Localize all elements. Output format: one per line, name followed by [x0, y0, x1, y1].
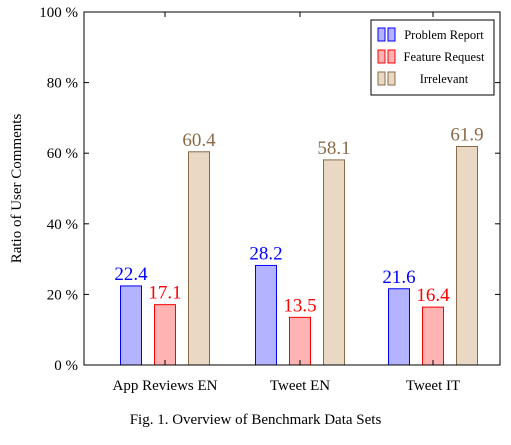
data-label: 28.2	[249, 243, 282, 264]
y-tick-label: 20 %	[47, 287, 78, 303]
bar-problem-report-0	[120, 285, 142, 366]
bar-problem-report-2	[388, 288, 410, 366]
axes-layer: 0 % 20 % 40 % 60 % 80 % 100 % App Reviews EN Tw…	[9, 5, 501, 394]
plot-frame	[83, 11, 501, 366]
bar-feature-request-0	[154, 304, 176, 366]
x-tick-label: Tweet EN	[270, 378, 330, 394]
legend-swatch	[377, 27, 386, 42]
bar-irrelevant-0	[188, 151, 210, 366]
legend-entry: Problem Report	[404, 28, 484, 42]
bar-feature-request-1	[289, 316, 311, 366]
legend-swatch	[387, 27, 396, 42]
y-tick-label: 60 %	[47, 146, 78, 162]
y-tick-label: 100 %	[39, 5, 78, 21]
data-label: 17.1	[148, 283, 181, 304]
legend-swatch	[387, 71, 396, 86]
bars-layer	[120, 145, 478, 366]
data-label: 21.6	[382, 267, 415, 288]
bar-irrelevant-2	[456, 145, 478, 366]
figure-caption: Fig. 1. Overview of Benchmark Data Sets	[129, 412, 382, 428]
bar-feature-request-2	[422, 306, 444, 366]
y-tick-label: 0 %	[54, 358, 78, 374]
y-tick-label: 40 %	[47, 217, 78, 233]
data-label: 60.4	[182, 130, 216, 151]
legend-swatch	[387, 49, 396, 64]
legend: Problem Report Feature Request Irrelevant	[370, 19, 495, 96]
y-axis-label: Ratio of User Comments	[9, 114, 25, 264]
data-label: 58.1	[317, 138, 350, 159]
x-tick-label: Tweet IT	[406, 378, 460, 394]
data-label: 16.4	[416, 285, 450, 306]
legend-entry: Irrelevant	[420, 72, 469, 86]
legend-entry: Feature Request	[404, 50, 485, 64]
data-labels-layer: 22.4 28.2 21.6 17.1 13.5 16.4 60.4 58.1 61.9	[114, 124, 483, 316]
x-tick-label: App Reviews EN	[113, 378, 218, 394]
data-label: 13.5	[283, 295, 316, 316]
data-label: 22.4	[114, 264, 148, 285]
legend-swatch	[377, 71, 386, 86]
y-tick-label: 80 %	[47, 76, 78, 92]
legend-swatch	[377, 49, 386, 64]
bar-problem-report-1	[255, 264, 277, 366]
data-label: 61.9	[450, 124, 483, 145]
bar-irrelevant-1	[323, 159, 345, 366]
bar-chart: 0 % 20 % 40 % 60 % 80 % 100 % App Reviews EN Tw…	[9, 5, 501, 394]
